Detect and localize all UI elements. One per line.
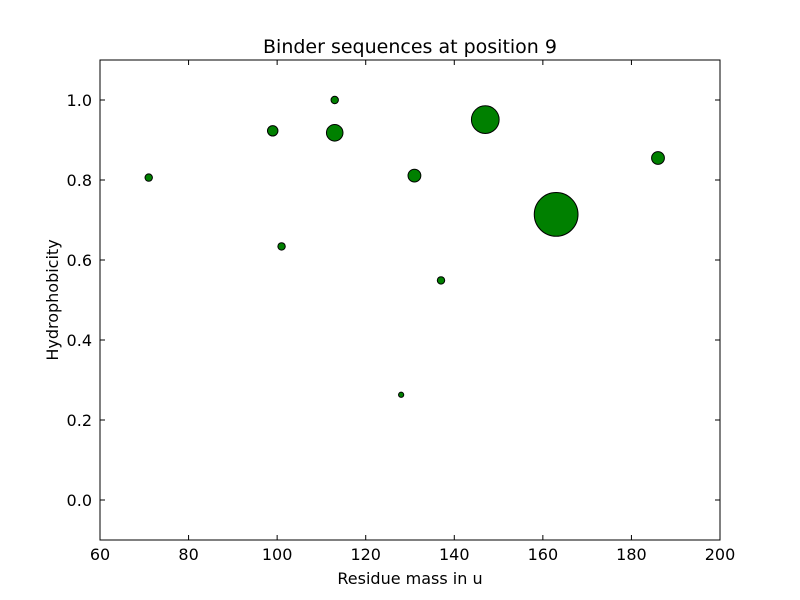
- x-tick-label: 140: [439, 545, 470, 564]
- ticks-layer: 60 80 100 120 140 160 180 200 0.0 0.2 0.4 0.6 0.8 1.0: [67, 60, 736, 564]
- scatter-point-1: [266, 125, 279, 137]
- points-layer: [144, 95, 665, 398]
- y-tick-label: 0.8: [67, 171, 92, 190]
- y-axis-label: Hydrophobicity: [43, 239, 62, 360]
- x-tick-label: 60: [90, 545, 110, 564]
- x-tick-label: 100: [262, 545, 293, 564]
- x-tick-label: 80: [178, 545, 198, 564]
- scatter-point-7: [436, 276, 446, 285]
- y-tick-label: 1.0: [67, 91, 92, 110]
- scatter-point-6: [407, 168, 422, 183]
- y-tick-label: 0.0: [67, 491, 92, 510]
- scatter-point-4: [325, 124, 344, 142]
- scatter-point-2: [277, 242, 286, 251]
- chart-title: Binder sequences at position 9: [263, 36, 557, 58]
- y-tick-label: 0.4: [67, 331, 92, 350]
- scatter-point-0: [144, 173, 153, 182]
- scatter-point-8: [470, 105, 500, 134]
- x-tick-label: 160: [528, 545, 559, 564]
- y-tick-label: 0.6: [67, 251, 92, 270]
- y-tick-label: 0.2: [67, 411, 92, 430]
- x-tick-label: 180: [616, 545, 647, 564]
- x-axis-label: Residue mass in u: [337, 569, 482, 588]
- x-tick-label: 120: [350, 545, 381, 564]
- scatter-point-3: [330, 95, 339, 105]
- plot-frame: [99, 59, 721, 541]
- x-tick-label: 200: [705, 545, 736, 564]
- scatter-point-9: [533, 192, 579, 237]
- scatter-point-5: [398, 391, 405, 398]
- scatter-point-10: [651, 151, 665, 165]
